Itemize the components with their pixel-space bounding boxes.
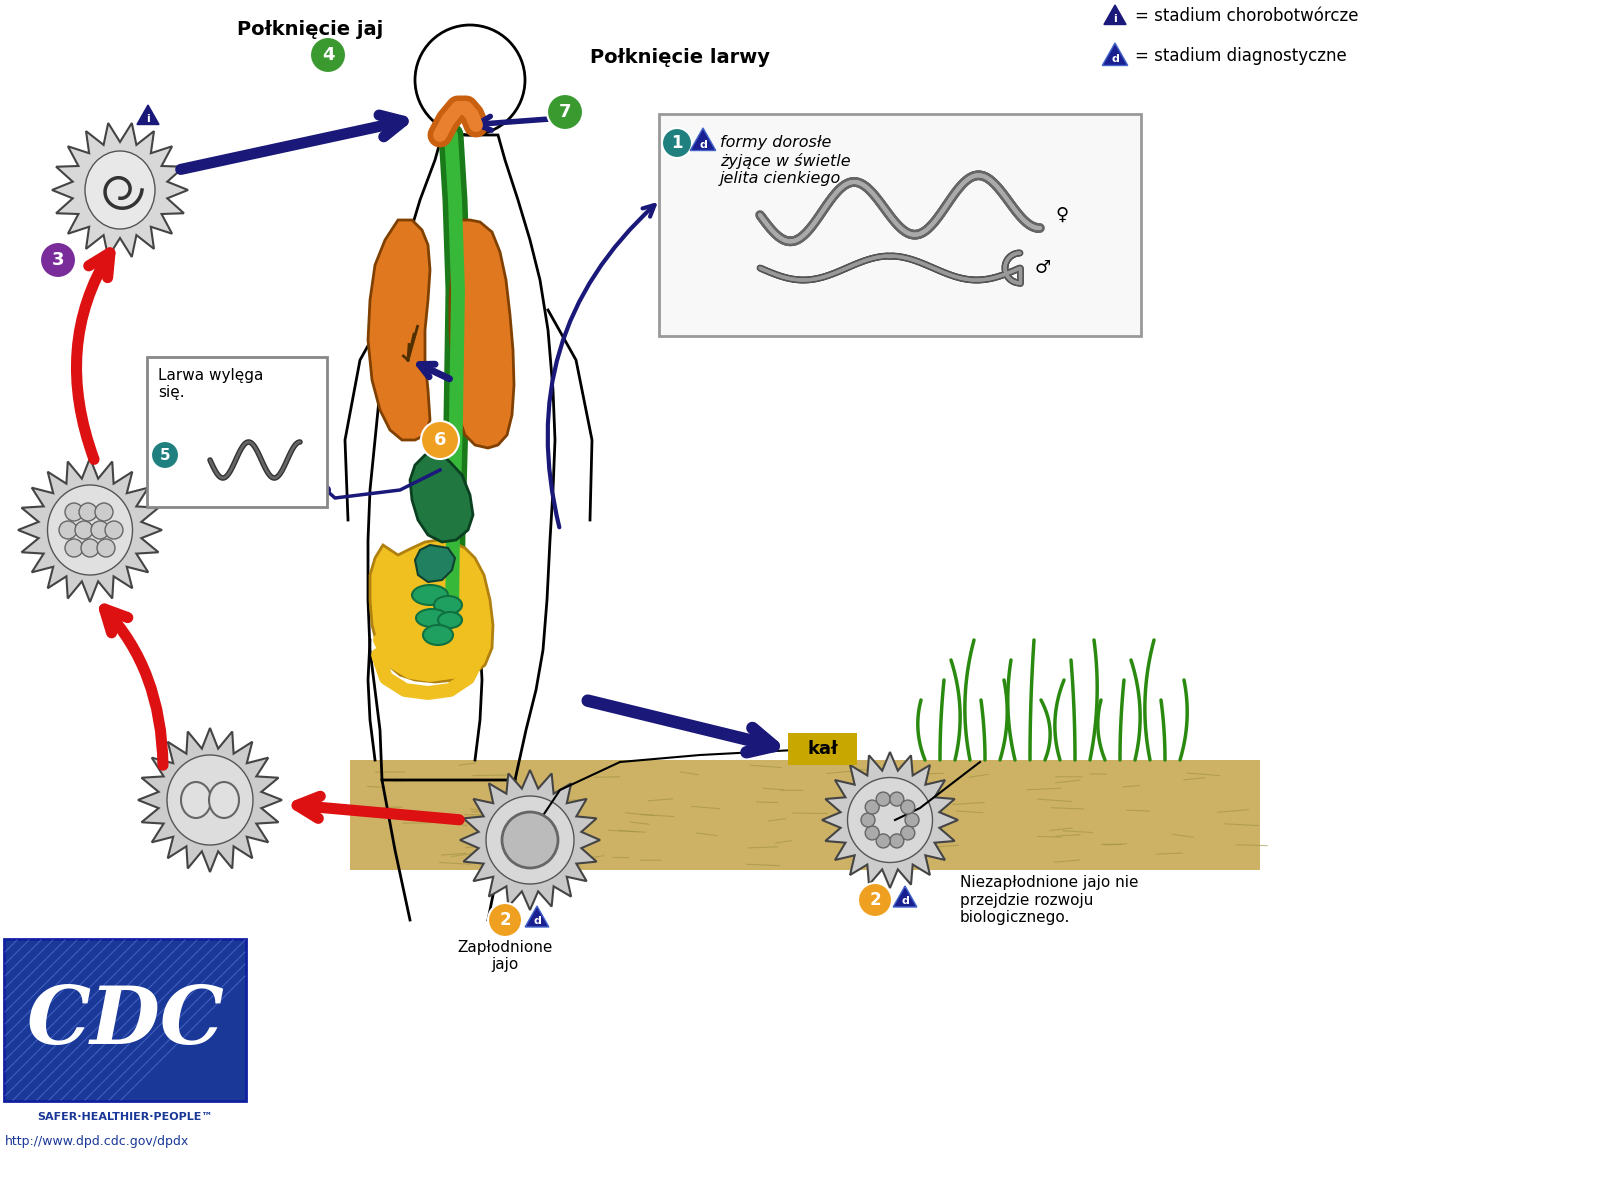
Circle shape bbox=[861, 814, 875, 827]
Text: http://www.dpd.cdc.gov/dpdx: http://www.dpd.cdc.gov/dpdx bbox=[5, 1135, 189, 1148]
Ellipse shape bbox=[413, 584, 448, 605]
Text: formy dorosłe
żyjące w świetle
jelita cienkiego: formy dorosłe żyjące w świetle jelita ci… bbox=[720, 134, 851, 186]
Circle shape bbox=[866, 800, 880, 814]
Circle shape bbox=[66, 503, 83, 521]
Ellipse shape bbox=[210, 782, 238, 818]
Text: SAFER·HEALTHIER·PEOPLE™: SAFER·HEALTHIER·PEOPLE™ bbox=[37, 1112, 213, 1122]
Polygon shape bbox=[450, 220, 514, 448]
Polygon shape bbox=[370, 540, 493, 682]
Polygon shape bbox=[822, 752, 958, 888]
Ellipse shape bbox=[166, 755, 253, 845]
Circle shape bbox=[66, 539, 83, 557]
Polygon shape bbox=[893, 886, 917, 907]
Text: 3: 3 bbox=[51, 251, 64, 269]
Text: 1: 1 bbox=[672, 134, 683, 152]
Text: = stadium chorobotwórcze: = stadium chorobotwórcze bbox=[1134, 7, 1358, 25]
Text: i: i bbox=[1114, 14, 1117, 24]
Text: ♀: ♀ bbox=[1054, 206, 1069, 224]
Ellipse shape bbox=[181, 782, 211, 818]
Circle shape bbox=[890, 792, 904, 806]
Circle shape bbox=[78, 503, 98, 521]
Text: d: d bbox=[699, 139, 707, 150]
Circle shape bbox=[547, 94, 582, 130]
Circle shape bbox=[40, 242, 77, 278]
Text: CDC: CDC bbox=[26, 983, 224, 1061]
Circle shape bbox=[98, 539, 115, 557]
Circle shape bbox=[866, 826, 880, 840]
Circle shape bbox=[75, 521, 93, 539]
Circle shape bbox=[901, 800, 915, 814]
Polygon shape bbox=[1104, 5, 1126, 24]
Circle shape bbox=[150, 440, 179, 469]
Polygon shape bbox=[51, 124, 189, 257]
Polygon shape bbox=[525, 906, 549, 926]
Text: Zapłodnione
jajo: Zapłodnione jajo bbox=[458, 940, 552, 972]
Ellipse shape bbox=[486, 796, 574, 884]
Circle shape bbox=[82, 539, 99, 557]
Ellipse shape bbox=[48, 485, 133, 575]
Text: 2: 2 bbox=[499, 911, 510, 929]
Text: Larwa wylęga
się.: Larwa wylęga się. bbox=[158, 368, 264, 401]
Circle shape bbox=[901, 826, 915, 840]
Text: Połknięcie larwy: Połknięcie larwy bbox=[590, 48, 770, 67]
Ellipse shape bbox=[422, 625, 453, 646]
Ellipse shape bbox=[848, 778, 933, 863]
Text: = stadium diagnostyczne: = stadium diagnostyczne bbox=[1134, 47, 1347, 65]
FancyBboxPatch shape bbox=[147, 358, 326, 506]
Polygon shape bbox=[461, 770, 600, 910]
Circle shape bbox=[94, 503, 114, 521]
Circle shape bbox=[106, 521, 123, 539]
Text: 4: 4 bbox=[322, 46, 334, 64]
Circle shape bbox=[91, 521, 109, 539]
Circle shape bbox=[502, 812, 558, 868]
Circle shape bbox=[890, 834, 904, 848]
Circle shape bbox=[877, 792, 890, 806]
Circle shape bbox=[322, 485, 331, 494]
Circle shape bbox=[662, 128, 691, 158]
FancyBboxPatch shape bbox=[787, 733, 858, 766]
Circle shape bbox=[59, 521, 77, 539]
Circle shape bbox=[906, 814, 918, 827]
Text: i: i bbox=[146, 114, 150, 125]
Text: Niezapłodnione jajo nie
przejdzie rozwoju
biologicznego.: Niezapłodnione jajo nie przejdzie rozwoj… bbox=[960, 875, 1139, 925]
Circle shape bbox=[858, 883, 893, 917]
Text: kał: kał bbox=[808, 740, 838, 758]
Polygon shape bbox=[690, 128, 715, 150]
Polygon shape bbox=[138, 728, 282, 872]
Polygon shape bbox=[1102, 43, 1128, 66]
Ellipse shape bbox=[85, 151, 155, 229]
Polygon shape bbox=[350, 760, 1261, 870]
Polygon shape bbox=[368, 220, 430, 440]
Text: d: d bbox=[901, 896, 909, 906]
Circle shape bbox=[488, 902, 522, 937]
Text: ♂: ♂ bbox=[1035, 259, 1051, 277]
Text: 6: 6 bbox=[434, 431, 446, 449]
Text: d: d bbox=[1110, 54, 1118, 65]
Polygon shape bbox=[410, 450, 474, 542]
Polygon shape bbox=[138, 104, 158, 125]
Text: d: d bbox=[533, 917, 541, 926]
Text: 5: 5 bbox=[160, 448, 170, 462]
Circle shape bbox=[877, 834, 890, 848]
Ellipse shape bbox=[438, 612, 462, 628]
Polygon shape bbox=[414, 545, 454, 582]
Text: 2: 2 bbox=[869, 890, 882, 910]
Ellipse shape bbox=[434, 596, 462, 614]
Text: Połknięcie jaj: Połknięcie jaj bbox=[237, 20, 382, 38]
Text: 7: 7 bbox=[558, 103, 571, 121]
Circle shape bbox=[310, 37, 346, 73]
Circle shape bbox=[421, 421, 459, 458]
Polygon shape bbox=[18, 458, 162, 602]
FancyBboxPatch shape bbox=[3, 938, 246, 1102]
Ellipse shape bbox=[416, 608, 448, 626]
FancyBboxPatch shape bbox=[659, 114, 1141, 336]
